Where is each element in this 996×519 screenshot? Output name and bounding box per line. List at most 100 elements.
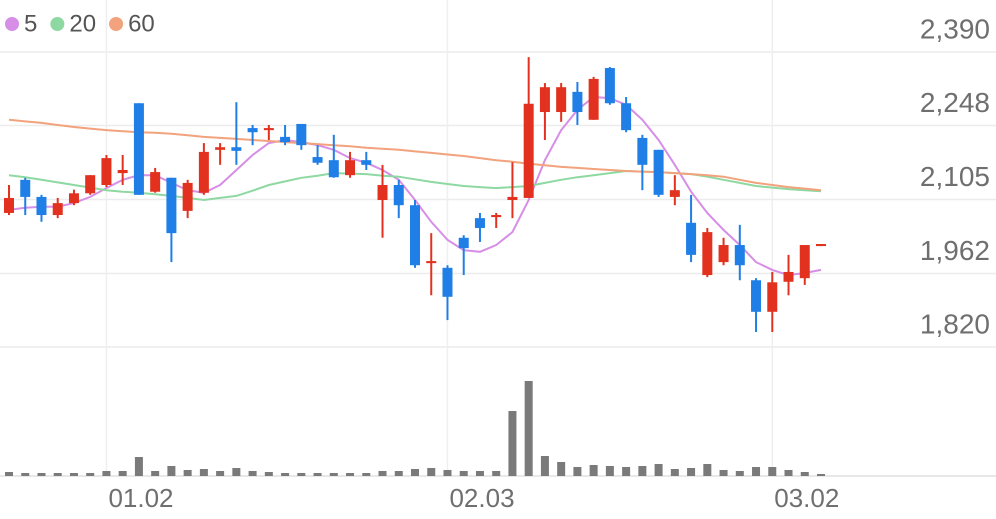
candle-body <box>52 203 63 216</box>
volume-bar <box>329 473 338 476</box>
volume-bar <box>638 466 647 476</box>
volume-bar <box>37 473 46 476</box>
volume-bar <box>459 471 468 476</box>
candle-body <box>182 182 193 211</box>
candle-body <box>345 160 356 176</box>
volume-bar <box>297 473 306 476</box>
volume-bar <box>475 471 484 476</box>
candle-body <box>426 261 437 264</box>
candle-body <box>133 103 144 195</box>
y-tick-label: 1,820 <box>920 308 990 339</box>
volume-bar <box>232 468 241 476</box>
x-tick-label: 03.02 <box>774 483 839 513</box>
y-tick-label: 2,390 <box>920 13 990 44</box>
candle-body <box>117 170 128 174</box>
volume-bar <box>817 474 825 476</box>
candle-body <box>637 137 648 165</box>
candle-body <box>572 91 583 113</box>
legend-label: 5 <box>24 10 37 37</box>
candle-body <box>328 160 339 178</box>
legend-dot <box>5 17 19 31</box>
candle-body <box>621 103 632 131</box>
x-tick-label: 02.03 <box>449 483 514 513</box>
candle-body <box>101 158 112 186</box>
y-tick-label: 2,105 <box>920 161 990 192</box>
candle-body <box>263 128 274 131</box>
volume-bar <box>199 469 208 476</box>
volume-bar <box>557 462 566 476</box>
volume-bar <box>427 468 436 476</box>
volume-bar <box>703 464 712 476</box>
volume-bar <box>394 471 403 476</box>
candle-body <box>588 78 599 120</box>
candle-body <box>247 128 258 133</box>
volume-bar <box>605 466 614 476</box>
volume-bar <box>216 471 225 476</box>
volume-bar <box>102 471 111 476</box>
candle-body <box>718 245 729 263</box>
candle-body <box>783 271 794 282</box>
volume-bar <box>69 473 78 476</box>
candle-body <box>686 222 697 255</box>
volume-bar <box>411 469 419 476</box>
candle-body <box>523 103 534 198</box>
candle-body <box>767 282 778 312</box>
volume-bar <box>5 472 13 476</box>
volume-bar <box>248 471 257 476</box>
y-tick-label: 2,248 <box>920 87 990 118</box>
candle-body <box>393 185 404 206</box>
volume-bar <box>362 473 371 476</box>
candle-body <box>816 244 826 247</box>
volume-bar <box>134 457 143 476</box>
volume-bar <box>118 471 127 476</box>
candle-body <box>312 157 323 163</box>
volume-bar <box>443 470 452 476</box>
candle-body <box>377 185 388 201</box>
candle-body <box>474 218 485 228</box>
candle-body <box>799 245 810 279</box>
volume-bar <box>524 381 533 476</box>
volume-bar <box>784 470 793 476</box>
volume-bar <box>687 468 696 476</box>
candle-body <box>604 68 615 104</box>
legend-label: 20 <box>69 10 96 37</box>
ma-line <box>8 118 822 192</box>
volume-bar <box>264 472 273 476</box>
volume-bar <box>281 473 290 476</box>
volume-bar <box>800 472 809 476</box>
candle-body <box>653 149 664 195</box>
volume-bar <box>183 470 192 476</box>
volume-bar <box>654 464 663 476</box>
volume-bar <box>719 470 728 476</box>
candle-body <box>361 160 372 165</box>
volume-bar <box>86 473 95 476</box>
candle-body <box>20 179 31 197</box>
legend-label: 60 <box>128 10 155 37</box>
candle-body <box>296 123 307 146</box>
volume-bar <box>346 473 355 476</box>
ma-line <box>8 95 822 277</box>
volume-bar <box>378 471 387 476</box>
volume-bar <box>735 471 744 476</box>
volume-bar <box>670 469 679 476</box>
volume-bar <box>752 467 761 476</box>
candle-body <box>85 175 96 194</box>
candle-body <box>150 172 161 192</box>
candle-body <box>751 280 762 312</box>
legend-dot <box>109 17 124 31</box>
candle-body <box>556 87 567 113</box>
y-tick-label: 1,962 <box>920 235 990 266</box>
volume-bar <box>540 456 549 476</box>
candle-body <box>280 136 291 143</box>
candle-body <box>458 237 469 249</box>
volume-bar <box>492 471 501 476</box>
candle-body <box>215 147 226 150</box>
candle-body <box>539 87 550 113</box>
x-tick-label: 01.02 <box>108 483 173 513</box>
candle-body <box>442 267 453 297</box>
candle-body <box>669 190 680 197</box>
candle-body <box>198 151 209 193</box>
volume-bar <box>768 467 777 476</box>
